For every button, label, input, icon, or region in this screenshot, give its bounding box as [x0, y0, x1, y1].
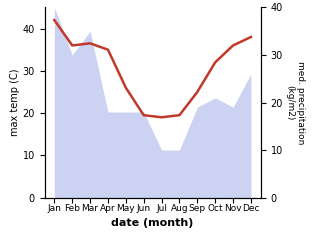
X-axis label: date (month): date (month)	[111, 218, 194, 228]
Y-axis label: med. precipitation
(kg/m2): med. precipitation (kg/m2)	[286, 61, 305, 144]
Y-axis label: max temp (C): max temp (C)	[10, 69, 20, 136]
